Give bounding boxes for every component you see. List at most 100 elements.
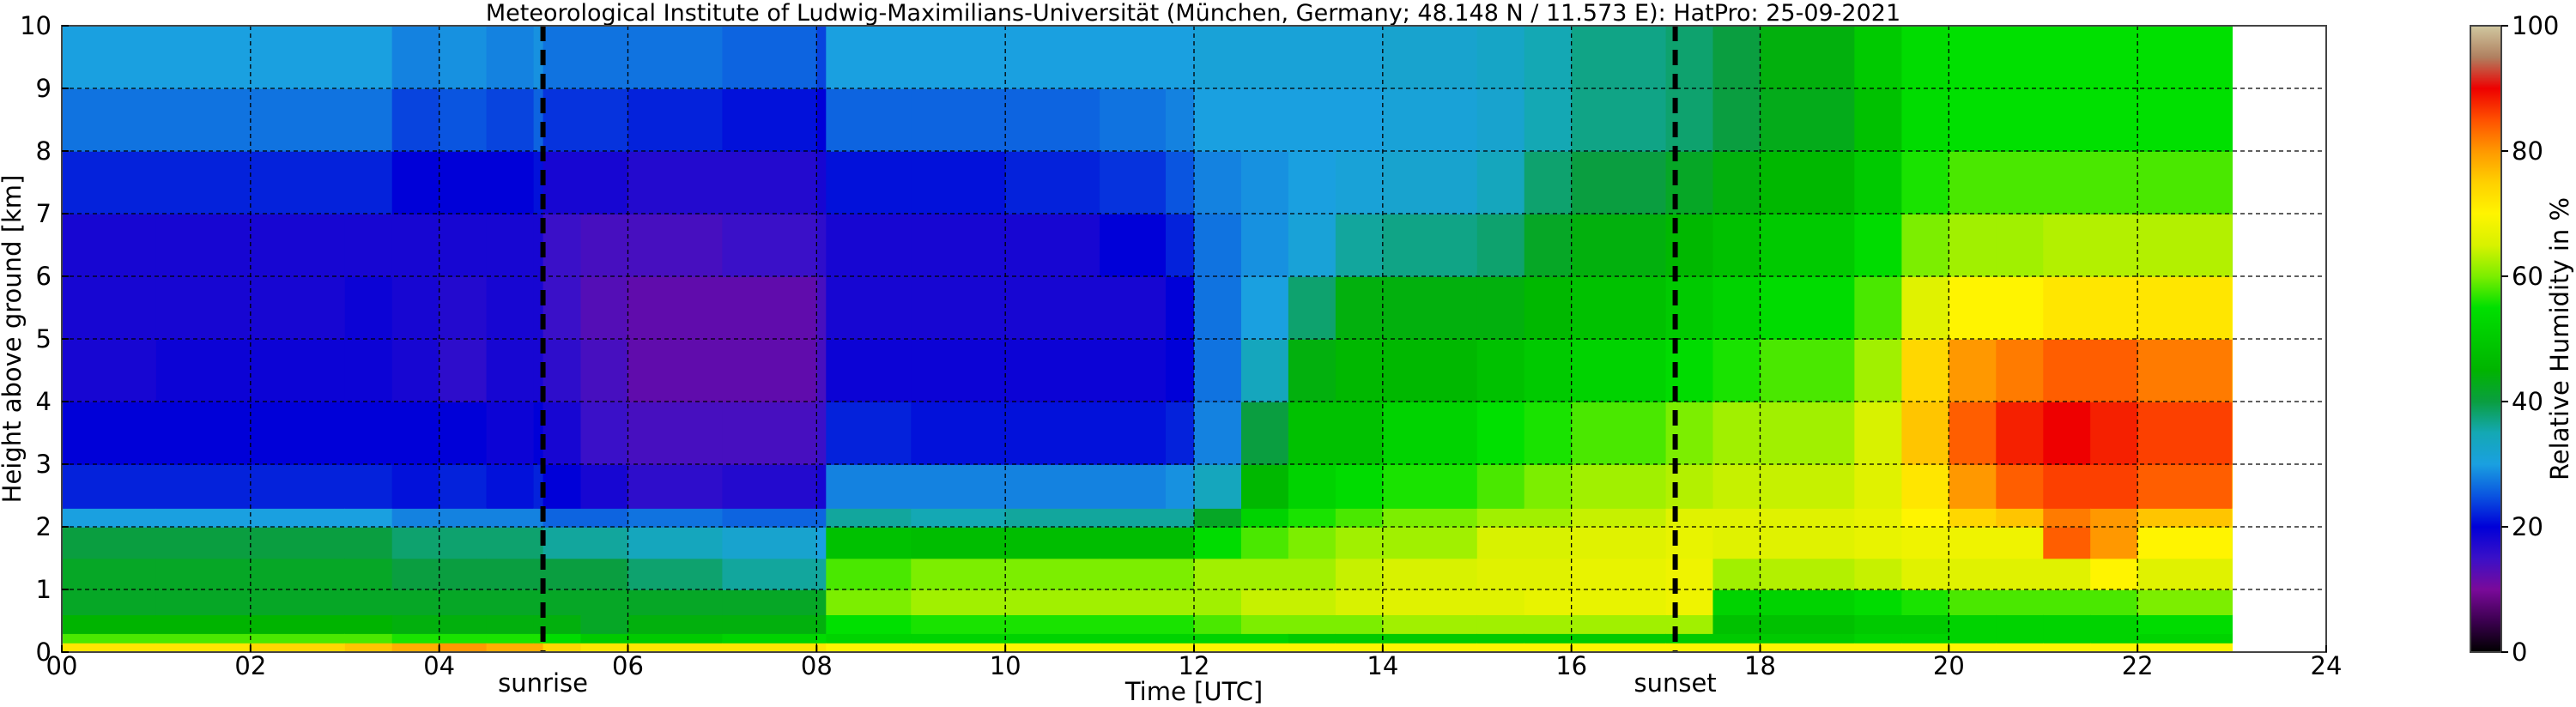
heatmap-cell [911, 508, 1006, 528]
heatmap-cell [1005, 633, 1100, 644]
heatmap-cell [1005, 558, 1100, 590]
y-tick-label: 9 [36, 74, 52, 103]
heatmap-cell [1335, 214, 1384, 277]
heatmap-cell [533, 214, 544, 277]
heatmap-cell [62, 26, 157, 89]
heatmap-cell [1335, 151, 1384, 215]
x-tick-label: 02 [234, 651, 266, 680]
heatmap-cell [1288, 633, 1336, 644]
heatmap-cell [1005, 643, 1100, 652]
heatmap-cell [155, 464, 252, 509]
heatmap-cell [1335, 589, 1384, 615]
heatmap-cell [1524, 589, 1573, 615]
heatmap-cell [1194, 88, 1242, 152]
heatmap-cell [826, 614, 912, 634]
heatmap-cell [1665, 643, 1714, 652]
heatmap-cell [1100, 339, 1167, 402]
heatmap-cell [816, 527, 827, 559]
heatmap-cell [155, 527, 252, 559]
heatmap-cell [1996, 589, 2045, 615]
heatmap-cell [2137, 633, 2233, 644]
heatmap-cell [580, 26, 629, 89]
heatmap-cell [542, 633, 582, 644]
heatmap-cell [391, 508, 440, 528]
heatmap-cell [250, 88, 346, 152]
heatmap-cell [1571, 614, 1667, 634]
heatmap-cell [439, 26, 488, 89]
heatmap-cell [344, 402, 393, 465]
heatmap-cell [1005, 589, 1100, 615]
heatmap-cell [1476, 633, 1525, 644]
x-tick-label: 06 [612, 651, 644, 680]
heatmap-cell [2232, 88, 2233, 152]
colorbar-tick-label: 40 [2512, 387, 2543, 416]
heatmap-cell [1901, 614, 1950, 634]
heatmap-cell [2232, 614, 2233, 634]
heatmap-cell [1241, 508, 1289, 528]
heatmap-cell [62, 527, 157, 559]
heatmap-cell [62, 151, 157, 215]
heatmap-cell [1760, 214, 1856, 277]
heatmap-cell [1571, 508, 1667, 528]
heatmap-cell [1335, 614, 1384, 634]
colorbar [2470, 25, 2502, 653]
heatmap-cell [62, 402, 157, 465]
heatmap-cell [911, 614, 1006, 634]
heatmap-cell [580, 339, 629, 402]
heatmap-cell [1241, 643, 1289, 652]
heatmap-cell [1854, 276, 1903, 340]
heatmap-cell [2137, 88, 2233, 152]
heatmap-cell [1949, 643, 1997, 652]
heatmap-cell [1996, 464, 2045, 509]
heatmap-cell [250, 614, 346, 634]
heatmap-cell [1996, 527, 2045, 559]
heatmap-cell [1100, 558, 1167, 590]
heatmap-cell [1166, 26, 1195, 89]
heatmap-cell [439, 643, 488, 652]
heatmap-cell [1476, 276, 1525, 340]
heatmap-cell [911, 339, 1006, 402]
heatmap-cell [1901, 527, 1950, 559]
heatmap-cell [1949, 614, 1997, 634]
heatmap-cell [627, 643, 724, 652]
heatmap-cell [1476, 214, 1525, 277]
heatmap-cell [1901, 558, 1950, 590]
heatmap-cell [826, 508, 912, 528]
heatmap-cell [1005, 276, 1100, 340]
heatmap-cell [580, 508, 629, 528]
heatmap-cell [486, 643, 535, 652]
heatmap-cell [2232, 276, 2233, 340]
heatmap-cell [2090, 402, 2138, 465]
heatmap-cell [1241, 88, 1289, 152]
heatmap-cell [627, 464, 724, 509]
heatmap-cell [439, 402, 488, 465]
heatmap-cell [2090, 558, 2138, 590]
heatmap-cell [816, 26, 827, 89]
y-tick-label: 3 [36, 450, 52, 479]
heatmap-cell [1901, 151, 1950, 215]
y-tick-label: 4 [36, 387, 52, 416]
heatmap-cell [1335, 558, 1384, 590]
heatmap-cell [2090, 614, 2138, 634]
heatmap-cell [1524, 402, 1573, 465]
heatmap-cell [155, 589, 252, 615]
heatmap-cell [344, 614, 393, 634]
heatmap-cell [1166, 214, 1195, 277]
heatmap-cell [826, 643, 912, 652]
heatmap-cell [1571, 339, 1667, 402]
x-tick-label: 00 [46, 651, 78, 680]
heatmap-cell [542, 339, 582, 402]
heatmap-cell [1100, 643, 1167, 652]
heatmap-cell [1760, 402, 1856, 465]
heatmap-cell [155, 558, 252, 590]
heatmap-cell [816, 464, 827, 509]
heatmap-cell [2232, 214, 2233, 277]
heatmap-cell [250, 214, 346, 277]
heatmap-cell [2043, 508, 2092, 528]
heatmap-cell [533, 589, 544, 615]
heatmap-cell [344, 643, 393, 652]
heatmap-cell [2043, 151, 2092, 215]
heatmap-cell [1760, 464, 1856, 509]
heatmap-cell [1194, 589, 1242, 615]
heatmap-cell [1100, 589, 1167, 615]
